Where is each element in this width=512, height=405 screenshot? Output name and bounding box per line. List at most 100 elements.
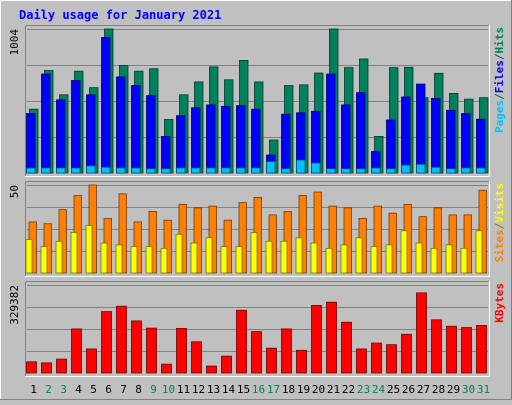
bar-pages-day-22: Pages 22: 30 [341,168,351,174]
bar-pages-day-11: Pages 11: 35 [176,167,186,174]
bar-kbytes-day-27: KBytes 27: 300000 [416,292,427,374]
day-label-9: 9 [150,383,157,396]
bar-pages-day-2: Pages 2: 35 [41,167,51,174]
bar-files-day-23: Files 23: 560 [356,92,366,174]
legend-entry: Pages [493,100,506,133]
bar-kbytes-day-20: KBytes 20: 253000 [311,305,322,374]
bar-pages-day-13: Pages 13: 35 [206,167,216,174]
bar-pages-day-23: Pages 23: 30 [356,168,366,174]
bar-kbytes-day-1: KBytes 1: 42000 [26,361,37,374]
bar-pages-day-1: Pages 1: 35 [26,167,36,174]
legend-entry: Sites [493,229,506,262]
bar-pages-day-14: Pages 14: 35 [221,167,231,174]
bar-files-day-14: Files 14: 465 [221,105,231,174]
bar-sites-day-15: Sites 15: 15 [235,246,243,274]
bar-kbytes-day-9: KBytes 9: 168000 [146,327,157,374]
panel-kbytes: 329382 KBytes KBytes 1: 42000 KBytes 2: 380… [8,281,506,377]
bar-pages-day-26: Pages 26: 55 [401,164,411,174]
bar-kbytes-day-5: KBytes 5: 90000 [86,348,97,374]
bar-kbytes-day-6: KBytes 6: 230000 [101,311,112,374]
panel-visits-ymax-label: 50 [8,185,21,198]
day-label-10: 10 [162,383,175,396]
bar-files-day-4: Files 4: 645 [71,80,81,174]
bar-files-day-1: Files 1: 415 [26,113,36,174]
series-visits: Visits 1: 29Visits 2: 28Visits 3: 36Visi… [28,184,487,274]
day-label-31: 31 [477,383,490,396]
bar-kbytes-day-25: KBytes 25: 106000 [386,344,397,374]
bar-sites-day-4: Sites 4: 23 [70,232,78,274]
bar-sites-day-7: Sites 7: 16 [115,244,123,274]
bar-visits-day-19: Visits 19: 44 [298,195,307,274]
bar-files-day-12: Files 12: 455 [191,107,201,174]
panel-hits-ymax-label: 1004 [8,29,21,56]
bar-kbytes-day-18: KBytes 18: 165000 [281,328,292,374]
bar-sites-day-10: Sites 10: 14 [160,247,168,274]
bar-sites-day-19: Sites 19: 20 [295,237,303,274]
bar-visits-day-21: Visits 21: 38 [328,205,337,274]
bar-files-day-10: Files 10: 255 [161,136,171,174]
bar-pages-day-4: Pages 4: 35 [71,167,81,174]
day-label-14: 14 [222,383,236,396]
bar-files-day-5: Files 5: 545 [86,94,96,174]
day-label-20: 20 [312,383,325,396]
day-label-1: 1 [30,383,37,396]
bar-kbytes-day-31: KBytes 31: 178000 [476,325,487,374]
day-label-6: 6 [105,383,112,396]
bar-kbytes-day-26: KBytes 26: 145000 [401,333,412,374]
bar-kbytes-day-13: KBytes 13: 26000 [206,365,217,374]
bar-kbytes-day-15: KBytes 15: 235000 [236,309,247,374]
bar-kbytes-day-12: KBytes 12: 117000 [191,341,202,374]
bar-sites-day-16: Sites 16: 23 [250,232,258,274]
bar-sites-day-31: Sites 31: 24 [475,230,483,274]
bar-files-day-22: Files 22: 475 [341,104,351,174]
day-label-26: 26 [402,383,415,396]
bar-pages-day-17: Pages 17: 80 [266,161,276,174]
bar-sites-day-6: Sites 6: 17 [100,242,108,274]
day-label-8: 8 [135,383,142,396]
bar-visits-day-9: Visits 9: 35 [148,210,157,274]
day-labels: 1 2 3 4 5 6 7 8 9 10 11 12 13 14 15 16 17 18 19 20 21 22 23 24 2… [30,383,490,396]
bar-sites-day-17: Sites 17: 18 [265,240,273,274]
bar-sites-day-28: Sites 28: 14 [430,247,438,274]
day-label-5: 5 [90,383,97,396]
bar-kbytes-day-29: KBytes 29: 175000 [446,325,457,374]
bar-sites-day-23: Sites 23: 20 [355,237,363,274]
bar-pages-day-21: Pages 21: 30 [326,168,336,174]
bar-pages-day-31: Pages 31: 35 [476,167,486,174]
bar-pages-day-18: Pages 18: 30 [281,168,291,174]
bar-files-day-11: Files 11: 400 [176,115,186,174]
bar-visits-day-22: Visits 22: 37 [343,207,352,274]
legend-entry: / [493,53,506,60]
day-label-3: 3 [60,383,67,396]
bar-kbytes-day-7: KBytes 7: 250000 [116,305,127,374]
bar-sites-day-22: Sites 22: 16 [340,244,348,274]
bar-pages-day-9: Pages 9: 30 [146,168,156,174]
day-label-13: 13 [207,383,220,396]
day-label-21: 21 [327,383,340,396]
bar-kbytes-day-22: KBytes 22: 190000 [341,321,352,374]
bar-pages-day-16: Pages 16: 35 [251,167,261,174]
bar-files-day-3: Files 3: 510 [56,99,66,174]
bar-pages-day-8: Pages 8: 35 [131,167,141,174]
day-label-11: 11 [177,383,190,396]
day-label-27: 27 [417,383,430,396]
bar-visits-day-10: Visits 10: 30 [163,219,172,274]
bar-kbytes-day-24: KBytes 24: 112000 [371,342,382,374]
panel-hits-legend: Pages/Files/Hits [493,27,506,133]
bar-kbytes-day-17: KBytes 17: 93000 [266,347,277,374]
bar-sites-day-24: Sites 24: 15 [370,246,378,274]
bar-files-day-13: Files 13: 475 [206,104,216,174]
bar-files-day-15: Files 15: 470 [236,105,246,174]
bar-kbytes-day-16: KBytes 16: 155000 [251,331,262,374]
day-label-4: 4 [75,383,82,396]
bar-sites-day-9: Sites 9: 15 [145,246,153,274]
day-label-30: 30 [462,383,475,396]
bar-kbytes-day-23: KBytes 23: 90000 [356,348,367,374]
panel-visits-legend: Sites/Visits [493,183,506,263]
bar-sites-day-29: Sites 29: 16 [445,244,453,274]
bar-files-day-27: Files 27: 620 [416,83,426,174]
bar-kbytes-day-11: KBytes 11: 167000 [176,327,187,374]
